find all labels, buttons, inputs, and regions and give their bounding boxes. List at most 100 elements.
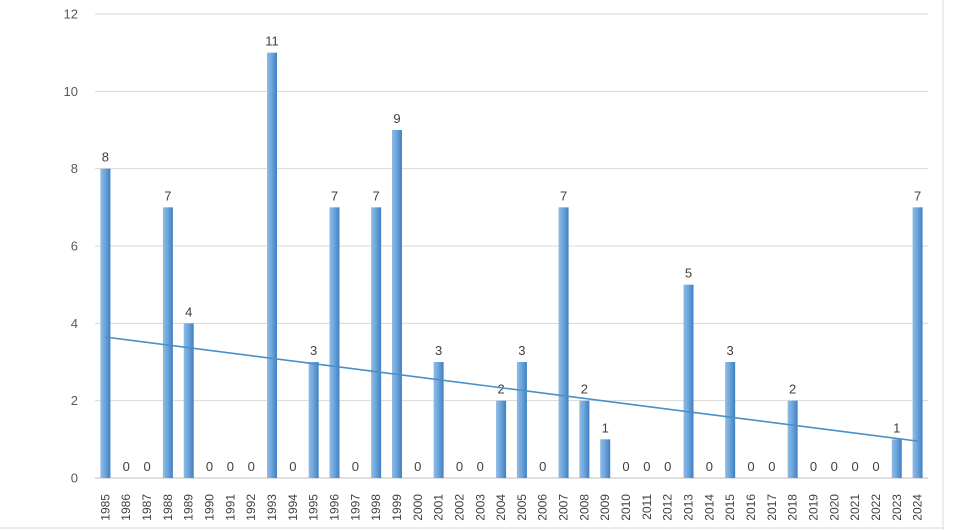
x-tick-label-2024: 2024 bbox=[911, 494, 925, 521]
x-tick-label-2000: 2000 bbox=[411, 494, 425, 521]
data-label-1988: 7 bbox=[164, 188, 171, 203]
x-tick-label-1996: 1996 bbox=[327, 494, 341, 521]
x-tick-label-2008: 2008 bbox=[577, 494, 591, 521]
x-tick-label-1985: 1985 bbox=[98, 494, 112, 521]
data-label-2002: 0 bbox=[456, 459, 463, 474]
data-label-2010: 0 bbox=[622, 459, 629, 474]
data-label-1995: 3 bbox=[310, 343, 317, 358]
trendline bbox=[105, 336, 918, 442]
x-tick-label-1998: 1998 bbox=[369, 494, 383, 521]
bar-2007 bbox=[558, 207, 569, 479]
x-tick-label-1994: 1994 bbox=[286, 494, 300, 521]
x-tick-label-2013: 2013 bbox=[682, 494, 696, 521]
data-label-1987: 0 bbox=[143, 459, 150, 474]
x-tick-label-2002: 2002 bbox=[452, 494, 466, 521]
data-label-2015: 3 bbox=[727, 343, 734, 358]
bar-1989 bbox=[183, 323, 194, 478]
x-tick-label-2022: 2022 bbox=[869, 494, 883, 521]
data-label-2024: 7 bbox=[914, 188, 921, 203]
bar-2004 bbox=[496, 400, 507, 478]
x-tick-label-1995: 1995 bbox=[307, 494, 321, 521]
x-tick-label-2007: 2007 bbox=[557, 494, 571, 521]
x-tick-label-2010: 2010 bbox=[619, 494, 633, 521]
x-tick-label-2021: 2021 bbox=[848, 494, 862, 521]
data-label-2008: 2 bbox=[581, 382, 588, 397]
data-label-2004: 2 bbox=[497, 382, 504, 397]
bar-2005 bbox=[516, 362, 527, 478]
x-tick-label-1992: 1992 bbox=[244, 494, 258, 521]
bar-2009 bbox=[600, 439, 611, 478]
x-tick-label-2018: 2018 bbox=[786, 494, 800, 521]
data-label-1985: 8 bbox=[102, 150, 109, 165]
x-tick-label-2004: 2004 bbox=[494, 494, 508, 521]
x-tick-label-1997: 1997 bbox=[348, 494, 362, 521]
bar-2015 bbox=[725, 362, 736, 478]
y-tick-label: 8 bbox=[71, 161, 78, 176]
bar-series bbox=[100, 52, 923, 479]
x-tick-label-2014: 2014 bbox=[702, 494, 716, 521]
x-tick-label-1987: 1987 bbox=[140, 494, 154, 521]
x-tick-label-1993: 1993 bbox=[265, 494, 279, 521]
x-tick-label-1990: 1990 bbox=[203, 494, 217, 521]
data-label-1990: 0 bbox=[206, 459, 213, 474]
gridlines bbox=[95, 13, 928, 479]
data-label-2022: 0 bbox=[872, 459, 879, 474]
data-label-1991: 0 bbox=[227, 459, 234, 474]
data-label-1998: 7 bbox=[373, 188, 380, 203]
data-label-2017: 0 bbox=[768, 459, 775, 474]
x-tick-label-2001: 2001 bbox=[432, 494, 446, 521]
bar-2024 bbox=[912, 207, 923, 479]
x-tick-label-2015: 2015 bbox=[723, 494, 737, 521]
data-label-2012: 0 bbox=[664, 459, 671, 474]
data-label-2007: 7 bbox=[560, 188, 567, 203]
y-tick-label: 10 bbox=[64, 84, 78, 99]
bar-2013 bbox=[683, 284, 694, 478]
data-label-2009: 1 bbox=[602, 420, 609, 435]
bar-2008 bbox=[579, 400, 590, 478]
bar-2018 bbox=[787, 400, 798, 478]
data-label-2019: 0 bbox=[810, 459, 817, 474]
bar-1988 bbox=[162, 207, 173, 479]
data-label-1994: 0 bbox=[289, 459, 296, 474]
bar-1999 bbox=[391, 130, 402, 478]
x-tick-label-1988: 1988 bbox=[161, 494, 175, 521]
x-tick-label-2003: 2003 bbox=[473, 494, 487, 521]
bar-1995 bbox=[308, 362, 319, 478]
data-label-2003: 0 bbox=[477, 459, 484, 474]
x-tick-label-2023: 2023 bbox=[890, 494, 904, 521]
x-tick-label-2020: 2020 bbox=[827, 494, 841, 521]
y-tick-label: 12 bbox=[64, 7, 78, 22]
bar-1996 bbox=[329, 207, 340, 479]
bar-1985 bbox=[100, 168, 111, 478]
x-tick-label-1999: 1999 bbox=[390, 494, 404, 521]
data-label-1997: 0 bbox=[352, 459, 359, 474]
data-label-1996: 7 bbox=[331, 188, 338, 203]
x-tick-label-2012: 2012 bbox=[661, 494, 675, 521]
x-axis-ticks: 1985 1986 1987 1988 1989 1990 1991 1992 1993 1994… bbox=[98, 494, 924, 521]
data-label-1992: 0 bbox=[248, 459, 255, 474]
data-label-2001: 3 bbox=[435, 343, 442, 358]
data-label-2018: 2 bbox=[789, 382, 796, 397]
y-tick-label: 4 bbox=[71, 316, 78, 331]
data-label-2016: 0 bbox=[747, 459, 754, 474]
data-label-2023: 1 bbox=[893, 420, 900, 435]
trendline-group bbox=[105, 336, 918, 442]
x-tick-label-1986: 1986 bbox=[119, 494, 133, 521]
data-label-2005: 3 bbox=[518, 343, 525, 358]
data-label-1986: 0 bbox=[123, 459, 130, 474]
x-tick-label-2017: 2017 bbox=[765, 494, 779, 521]
bar-2023 bbox=[891, 439, 902, 478]
x-tick-label-1991: 1991 bbox=[223, 494, 237, 521]
y-tick-label: 2 bbox=[71, 393, 78, 408]
data-label-2021: 0 bbox=[851, 459, 858, 474]
data-label-1999: 9 bbox=[393, 111, 400, 126]
data-label-2020: 0 bbox=[831, 459, 838, 474]
bar-1998 bbox=[371, 207, 382, 479]
data-label-2011: 0 bbox=[643, 459, 650, 474]
x-tick-label-2005: 2005 bbox=[515, 494, 529, 521]
data-label-1989: 4 bbox=[185, 304, 192, 319]
x-tick-label-2016: 2016 bbox=[744, 494, 758, 521]
x-tick-label-2006: 2006 bbox=[536, 494, 550, 521]
